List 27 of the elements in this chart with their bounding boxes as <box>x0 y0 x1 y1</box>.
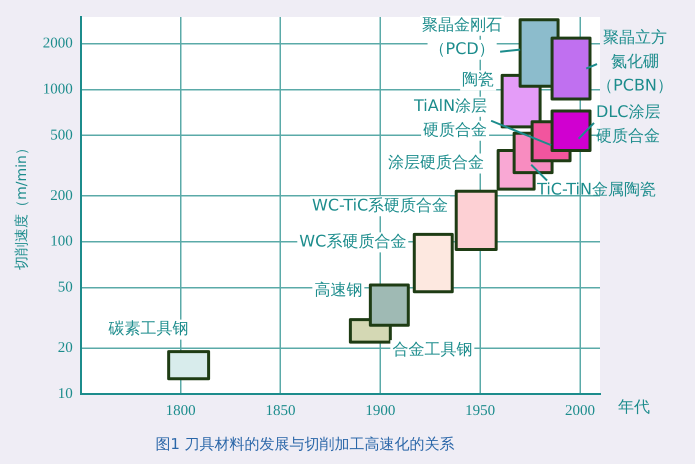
series-label: WC系硬质合金 <box>299 231 406 250</box>
x-axis-title: 年代 <box>618 397 650 416</box>
y-tick-label: 10 <box>58 386 73 402</box>
series-label: 合金工具钢 <box>392 339 472 358</box>
series-label: 高速钢 <box>314 280 362 300</box>
series-label: 涂层硬质合金 <box>388 152 484 172</box>
y-tick-label: 20 <box>58 340 73 356</box>
x-tick-label: 1900 <box>365 402 396 419</box>
x-tick-label: 1850 <box>265 402 296 419</box>
x-tick-label: 1800 <box>166 402 196 419</box>
series-label: 聚晶立方氮化硼（PCBN） <box>597 27 673 94</box>
y-tick-label: 1000 <box>42 82 73 98</box>
text: 图1 刀具材料的发展与切削加工高速化的关系 <box>155 434 455 453</box>
series-label: 陶瓷 <box>462 70 494 89</box>
y-tick-label: 200 <box>50 188 73 204</box>
y-axis-title: 切削速度（m/min） <box>14 141 30 270</box>
x-tick-label: 1950 <box>465 402 496 419</box>
text: TiAlN涂层硬质合金 <box>413 96 488 139</box>
series-label: 聚晶金刚石（PCD） <box>422 14 502 58</box>
x-tick-label: 2000 <box>565 402 596 419</box>
y-tick-label: 100 <box>50 234 73 250</box>
y-tick-label: 2000 <box>42 36 73 52</box>
series-label: WC-TiC系硬质合金 <box>312 195 448 214</box>
series-label: 碳素工具钢 <box>108 318 189 338</box>
y-tick-label: 50 <box>58 280 73 296</box>
series-label: DLC涂层硬质合金 <box>596 102 660 146</box>
y-tick-label: 500 <box>50 127 73 144</box>
